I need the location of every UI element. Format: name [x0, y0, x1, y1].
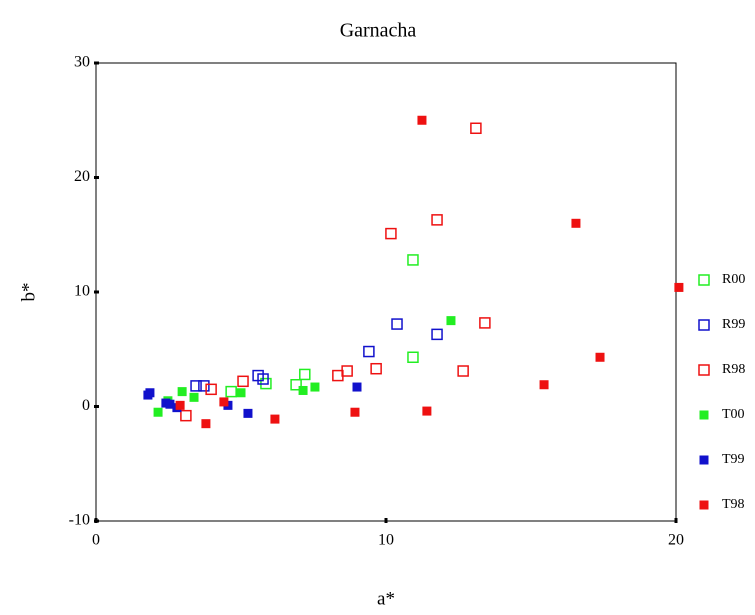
legend-label: R98	[722, 362, 745, 377]
point	[407, 254, 419, 266]
point	[243, 408, 253, 418]
point	[177, 387, 187, 397]
legend-label: T99	[722, 452, 745, 467]
y-tick-label: 10	[74, 283, 90, 300]
legend-label: T00	[722, 407, 745, 422]
legend-marker	[699, 455, 709, 465]
point	[446, 316, 456, 326]
legend-marker	[698, 319, 710, 331]
y-tick-label: -10	[69, 512, 90, 529]
point	[290, 378, 302, 391]
x-tick-label: 10	[378, 532, 394, 549]
legend-marker	[699, 500, 709, 510]
legend-label: R99	[722, 317, 745, 332]
point	[431, 214, 443, 226]
legend-marker	[698, 364, 710, 376]
point	[595, 352, 605, 362]
y-tick-label: 0	[82, 397, 90, 414]
point	[370, 362, 382, 375]
point	[341, 365, 353, 377]
point	[299, 368, 311, 381]
x-axis-label: a*	[377, 588, 395, 609]
y-tick-label: 20	[74, 168, 90, 185]
legend-label: T98	[722, 497, 745, 512]
point	[431, 328, 443, 341]
point	[225, 385, 237, 398]
point	[417, 115, 427, 125]
point	[674, 282, 684, 292]
point	[180, 409, 192, 422]
point	[298, 385, 308, 395]
legend-label: R00	[722, 272, 745, 287]
y-axis-label: b*	[18, 283, 39, 302]
point	[332, 369, 344, 382]
point	[145, 388, 155, 398]
point	[165, 399, 175, 409]
point	[479, 317, 491, 329]
point	[470, 122, 482, 135]
point	[237, 375, 249, 388]
point	[310, 382, 320, 392]
chart-title: Garnacha	[340, 20, 417, 42]
point	[352, 382, 362, 392]
point	[350, 407, 360, 417]
point	[407, 351, 419, 364]
point	[153, 407, 163, 417]
point	[457, 365, 469, 377]
point	[189, 392, 199, 402]
point	[236, 388, 246, 398]
point	[270, 414, 280, 424]
legend-marker	[698, 274, 710, 286]
point	[219, 397, 229, 407]
point	[363, 345, 375, 358]
x-tick-label: 0	[92, 532, 100, 549]
point	[201, 419, 211, 429]
point	[205, 383, 217, 396]
point	[257, 373, 269, 385]
plot-frame	[95, 62, 677, 522]
point	[198, 380, 210, 392]
y-tick-label: 30	[74, 54, 90, 71]
x-tick-label: 20	[668, 532, 684, 549]
point	[571, 218, 581, 228]
point	[190, 380, 202, 392]
point	[422, 406, 432, 416]
point	[175, 400, 185, 410]
point	[385, 227, 397, 240]
point	[539, 380, 549, 390]
legend-marker	[699, 410, 709, 420]
point	[391, 318, 403, 330]
